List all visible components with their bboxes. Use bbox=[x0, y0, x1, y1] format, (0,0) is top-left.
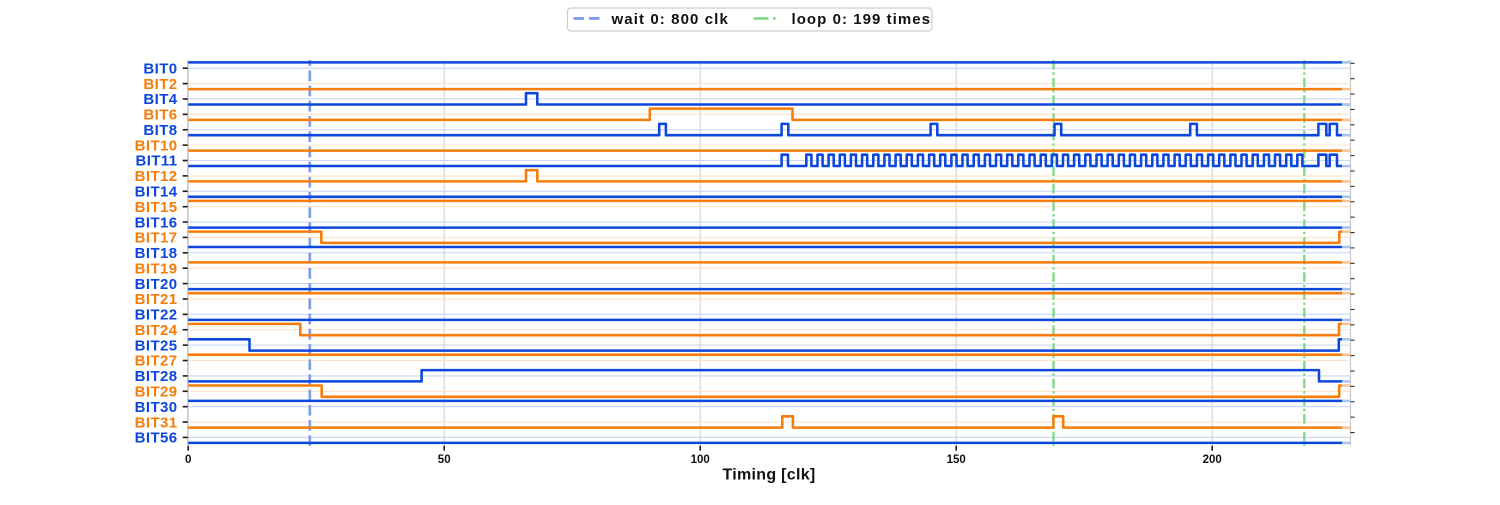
svg-text:loop 0: 199 times: loop 0: 199 times bbox=[792, 11, 932, 28]
svg-text:BIT10: BIT10 bbox=[135, 137, 178, 154]
svg-text:BIT20: BIT20 bbox=[135, 276, 178, 293]
svg-text:BIT8: BIT8 bbox=[143, 122, 177, 139]
svg-text:BIT6: BIT6 bbox=[143, 107, 177, 124]
svg-text:BIT12: BIT12 bbox=[135, 168, 178, 185]
svg-text:150: 150 bbox=[947, 454, 966, 466]
svg-text:BIT28: BIT28 bbox=[135, 368, 178, 385]
svg-text:BIT56: BIT56 bbox=[135, 430, 178, 447]
svg-text:Timing [clk]: Timing [clk] bbox=[722, 467, 815, 484]
svg-text:BIT16: BIT16 bbox=[135, 214, 178, 231]
svg-text:BIT27: BIT27 bbox=[135, 353, 178, 370]
svg-text:BIT22: BIT22 bbox=[135, 307, 178, 324]
svg-text:BIT25: BIT25 bbox=[135, 337, 178, 354]
svg-text:BIT24: BIT24 bbox=[135, 322, 178, 339]
svg-text:BIT17: BIT17 bbox=[135, 230, 178, 247]
svg-text:BIT11: BIT11 bbox=[135, 153, 177, 170]
svg-text:BIT21: BIT21 bbox=[135, 291, 178, 308]
svg-text:BIT2: BIT2 bbox=[143, 76, 177, 93]
svg-text:BIT29: BIT29 bbox=[135, 383, 178, 400]
svg-text:BIT30: BIT30 bbox=[135, 399, 178, 416]
svg-text:wait 0: 800 clk: wait 0: 800 clk bbox=[611, 11, 729, 28]
svg-text:50: 50 bbox=[438, 454, 451, 466]
svg-text:BIT31: BIT31 bbox=[135, 414, 178, 431]
svg-text:BIT14: BIT14 bbox=[135, 183, 178, 200]
svg-text:BIT4: BIT4 bbox=[143, 91, 177, 108]
svg-text:BIT15: BIT15 bbox=[135, 199, 178, 216]
svg-text:BIT0: BIT0 bbox=[143, 60, 177, 77]
svg-text:0: 0 bbox=[185, 454, 191, 466]
svg-text:BIT18: BIT18 bbox=[135, 245, 178, 262]
svg-text:200: 200 bbox=[1203, 454, 1222, 466]
svg-text:100: 100 bbox=[691, 454, 710, 466]
svg-text:BIT19: BIT19 bbox=[135, 260, 178, 277]
